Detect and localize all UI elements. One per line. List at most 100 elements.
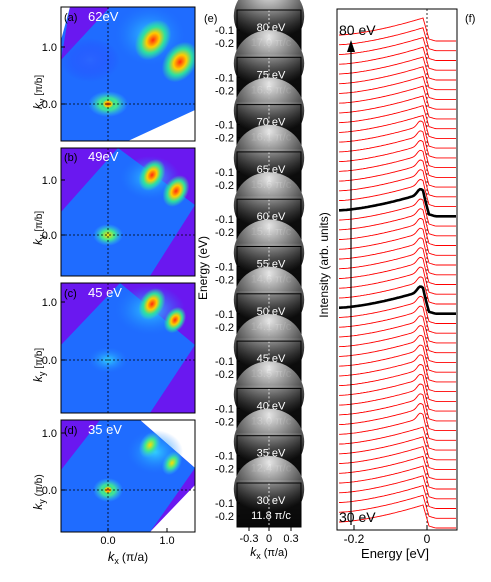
edc-curve [339,412,456,441]
edc-curve [339,334,456,363]
map-ylabel-d: ky(π/b) [31,474,47,509]
map-frame-a [60,6,196,142]
edc-ylabel: Intensity (arb. units) [317,212,331,317]
energy-arrow-head [347,40,355,52]
edc-xtick-label: 0 [424,532,431,546]
edc-curve [339,455,456,480]
cut-ytick-label: -0.2 [215,38,234,50]
cut-stack: -0.1-0.280 eV17.0 π/c-0.1-0.275 eV16.5 π… [215,0,305,545]
edc-curve [338,373,456,402]
edc-curve [339,46,456,71]
edc-curve-highlight [339,187,456,218]
edc-curve [338,446,456,471]
map-ytick-label: 1.0 [42,297,57,309]
energy-label-c: 45 eV [88,285,122,300]
map-ytick-label: 1.0 [42,428,57,440]
map-ylabel-a: ky[π/b] [31,75,47,110]
edc-curve [338,344,456,373]
energy-label-b: 49eV [88,149,119,164]
panel-tag-f: (f) [465,13,475,25]
map-panel-c [61,283,195,413]
energy-label-d: 35 eV [88,422,122,437]
map-ytick-label: 0.0 [42,485,57,497]
edc-curve [339,237,456,266]
cut-ytick-label: -0.2 [215,416,234,428]
edc-curve [338,325,456,354]
cut-ytick-label: -0.2 [215,511,234,523]
cut-k-label: 11.8 π/c [251,510,291,522]
cut-ytick-label: -0.2 [215,322,234,334]
edc-curve [338,36,456,61]
edc-curve [338,393,456,422]
edc-curve [338,130,456,159]
edc-curve [338,227,456,256]
map-panel-a [61,7,195,141]
cut-ytick-label: -0.2 [215,464,234,476]
map-ytick-label: 1.0 [42,42,57,54]
edc-curve [339,169,456,198]
edc-curve-highlight [339,285,456,315]
cuts-xlabel: kx (π/a) [250,545,288,561]
edc-curve [339,354,456,383]
edc-curve [339,17,456,42]
edc-curves [338,17,456,529]
edc-curve [339,436,456,461]
cut-ytick-label: -0.1 [215,214,234,226]
panel-tag-e: (e) [204,13,217,25]
panel-tag-a: (a) [64,12,77,24]
edc-curve [338,494,456,519]
edc-frame [336,8,458,531]
cut-ytick-label: -0.2 [215,180,234,192]
edc-curve [338,426,456,451]
edc-curve [338,85,456,110]
edc-curve [339,140,456,169]
edc-curve [339,208,456,237]
cuts-ylabel: Energy (eV) [196,236,210,300]
map-ytick-label: 0.0 [42,99,57,111]
edc-top-label: 80 eV [339,22,376,38]
map-frame-b [60,147,196,277]
cut-ytick-label: -0.1 [215,498,234,510]
edc-curve [338,276,456,305]
edc-curve [338,247,456,276]
edc-curve [339,27,456,52]
edc-curve [338,475,456,500]
edc-bottom-label: 30 eV [339,509,376,525]
map-frame-c [60,282,196,414]
edc-curve [338,295,456,324]
edc-curve [339,114,456,139]
cut-ytick-label: -0.2 [215,85,234,97]
cut-xtick-label: -0.3 [240,533,259,545]
cut-ytick-label: -0.2 [215,369,234,381]
edc-xlabel: Energy [eV] [361,546,429,561]
panel-tag-c: (c) [64,288,77,300]
edc-curve [338,198,456,227]
edc-curve [339,120,456,149]
edc-curve [339,504,456,529]
edc-xtick-label: -0.2 [344,532,365,546]
cut-ytick-label: -0.1 [215,72,234,84]
edc-curve [339,465,456,490]
cut-ytick-label: -0.1 [215,167,234,179]
cut-ytick-label: -0.1 [215,262,234,274]
edc-curve [339,75,456,100]
edc-curve [339,256,456,285]
cut-ytick-label: -0.1 [215,120,234,132]
cut-xtick-label: 0 [266,533,272,545]
cut-xtick-label: 0.3 [283,533,298,545]
map-xlabel: kx (π/a) [108,549,148,566]
map-ytick-label: 0.0 [42,230,57,242]
map-ylabel-b: ky[π/b] [31,211,47,246]
map-panel-b [61,148,195,276]
panel-tag-d: (d) [64,425,77,437]
edc-curve [338,56,456,81]
panel-tag-b: (b) [64,152,77,164]
map-ytick-label: 0.0 [42,355,57,367]
cut-ytick-label: -0.1 [215,25,234,37]
map-panel-d [61,420,195,532]
edc-curve [338,179,456,208]
edc-curve [338,105,456,130]
cut-ytick-label: -0.2 [215,275,234,287]
cut-ytick-label: -0.2 [215,227,234,239]
